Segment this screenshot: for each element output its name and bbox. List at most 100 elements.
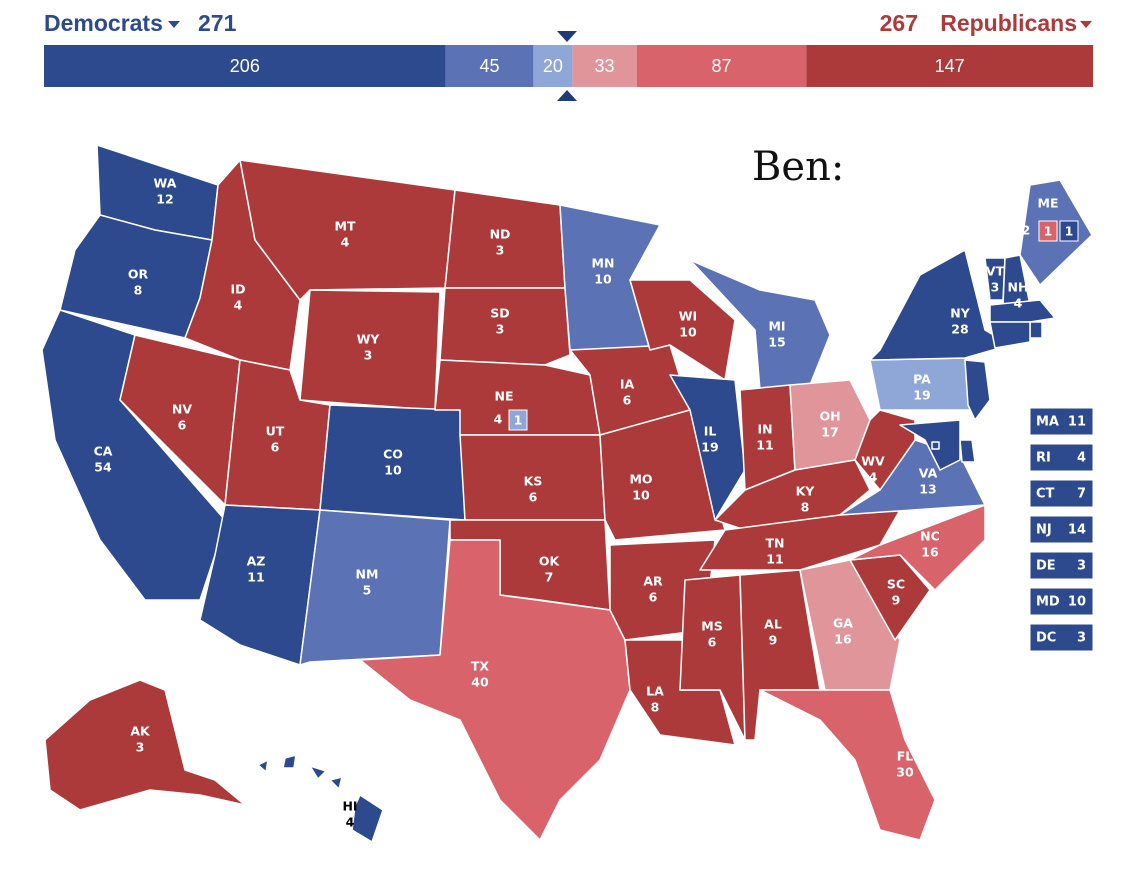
state-abbr: WI [679,309,697,324]
state-votes: 8 [134,283,143,298]
party-label[interactable]: Republicans [940,10,1077,36]
district-box [508,409,528,431]
state-abbr: MT [335,219,356,234]
state-abbr: TX [471,659,490,674]
state-votes: 40 [471,675,489,690]
district-votes: 1 [1044,224,1053,239]
district-box [1059,220,1079,242]
state-labels: WA12OR8CA54NV6ID4MT4WY3UT6AZ11CO10NM5ND3… [94,176,1079,830]
state-abbr: CO [383,447,403,462]
district-votes: 1 [1065,224,1074,239]
state-votes: 11 [756,438,773,453]
small-state-box [1029,443,1094,472]
state-votes: 3 [496,243,505,258]
state-votes: 17 [821,425,838,440]
bar-segment-label: 147 [935,56,965,76]
state-abbr: DC [1036,631,1056,646]
state-shape [854,409,916,491]
state-abbr: WV [861,454,885,469]
state-abbr: IN [757,422,772,437]
state-votes: 11 [766,552,783,567]
state-votes: 12 [156,192,173,207]
state-votes: 30 [896,765,914,780]
state-abbr: NE [494,389,513,404]
state-votes: 6 [623,393,632,408]
state-shape [299,509,451,666]
state-shape [679,574,746,741]
state-abbr: AK [130,724,151,739]
state-votes: 19 [913,388,930,403]
state-shape [959,439,976,463]
state-abbr: VT [986,264,1005,279]
state-shape [799,559,901,691]
small-state-box [1029,551,1094,580]
state-votes: 4 [341,235,350,250]
header: Democrats 271 267 Republicans [44,10,1092,36]
state-votes: 8 [651,700,660,715]
electoral-bar: 206 45 20 33 87 147 [44,45,1093,87]
state-votes: 10 [384,463,402,478]
state-shape [669,374,746,521]
state-votes: 3 [1077,559,1086,574]
state-abbr: OK [539,554,561,569]
state-votes: 9 [769,633,778,648]
state-votes: 15 [768,335,785,350]
state-votes: 3 [364,348,373,363]
state-votes: 11 [1068,415,1086,430]
state-abbr: NM [356,567,379,582]
state-votes: 6 [708,635,717,650]
state-abbr: DE [1036,559,1056,574]
bar-segment-label: 87 [712,56,732,76]
bar-segment-label: 20 [543,56,563,76]
state-votes: 5 [363,583,372,598]
state-abbr: NJ [1036,523,1052,538]
state-votes: 10 [594,272,612,287]
bar-segment [44,45,446,87]
state-abbr: SC [887,577,905,592]
state-shape [1029,321,1043,339]
state-votes: 8 [801,500,810,515]
dropdown-caret[interactable] [168,21,180,28]
state-abbr: KS [524,474,543,489]
state-shape [689,259,831,391]
state-votes: 19 [701,440,718,455]
state-votes: 10 [1068,595,1086,610]
state-votes: 28 [951,322,968,337]
district-box [1038,220,1058,242]
state-shape [359,539,631,841]
state-votes: 14 [1068,523,1086,538]
state-votes: 3 [496,322,505,337]
state-shape [439,287,571,366]
party-label[interactable]: Democrats [44,10,163,36]
small-state-box [1029,623,1094,652]
dropdown-caret[interactable] [1080,21,1092,28]
small-state-box [1029,515,1094,544]
state-abbr: VA [919,466,938,481]
state-votes: 7 [545,570,554,585]
state-votes: 10 [632,488,650,503]
party-total: 271 [198,10,237,36]
state-votes: 9 [892,593,901,608]
state-shape [989,299,1056,323]
bar-segment-label: 45 [480,56,500,76]
state-abbr: TN [766,536,785,551]
state-votes: 6 [649,590,658,605]
state-abbr: SD [490,306,509,321]
state-votes: 4 [494,412,503,427]
district-votes: 1 [514,413,523,428]
state-abbr: GA [833,616,853,631]
state-abbr: HI [342,799,357,814]
state-votes: 3 [991,280,1000,295]
state-votes: 11 [247,570,264,585]
state-votes: 16 [921,545,939,560]
state-abbr: KY [796,484,816,499]
state-abbr: CT [1036,487,1055,502]
midpoint-marker [557,90,577,101]
state-abbr: WA [154,176,177,191]
bar-segment [572,45,637,87]
state-abbr: MD [1036,595,1060,610]
state-votes: 4 [346,815,355,830]
bar-segment-label: 206 [230,56,260,76]
bar-segment [533,45,573,87]
